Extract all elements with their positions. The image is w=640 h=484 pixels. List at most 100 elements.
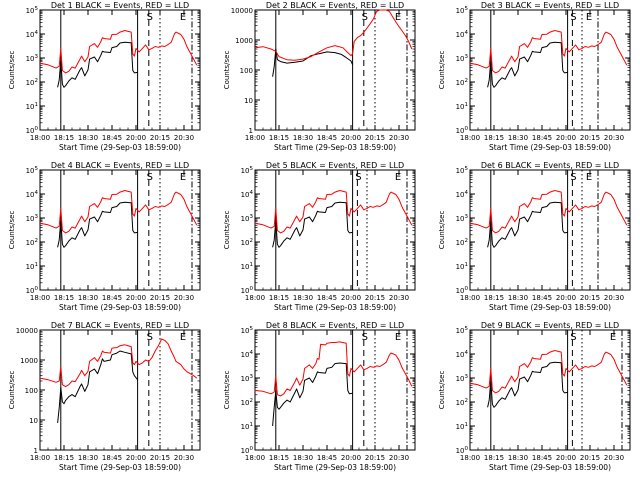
x-axis-label: Start Time (29-Sep-03 18:59:00) bbox=[489, 463, 611, 472]
end-marker-letter: E bbox=[586, 172, 592, 183]
start-marker-letter: S bbox=[570, 12, 576, 23]
y-tick-label: 101 bbox=[241, 422, 253, 431]
x-tick-label: 20:15 bbox=[365, 454, 385, 462]
x-tick-label: 20:15 bbox=[150, 294, 170, 302]
end-marker-letter: E bbox=[586, 12, 592, 23]
y-tick-label: 10000 bbox=[16, 327, 38, 335]
y-tick-label: 100 bbox=[456, 286, 469, 295]
events-series-line bbox=[57, 201, 138, 248]
x-tick-label: 18:00 bbox=[460, 134, 480, 142]
x-tick-label: 20:15 bbox=[150, 134, 170, 142]
x-tick-label: 18:30 bbox=[293, 134, 313, 142]
y-tick-label: 100 bbox=[456, 126, 469, 135]
panel-title: Det 9 BLACK = Events, RED = LLD bbox=[481, 321, 619, 330]
y-tick-label: 103 bbox=[456, 54, 469, 63]
panel-title: Det 4 BLACK = Events, RED = LLD bbox=[51, 161, 189, 170]
x-tick-label: 18:30 bbox=[508, 134, 528, 142]
y-tick-label: 102 bbox=[26, 238, 38, 247]
panel-det-5: 100 101 102 103 104 105 18:00 18:15 18:30 18:45 20… bbox=[223, 161, 416, 312]
end-marker-letter: E bbox=[610, 332, 616, 343]
x-axis-label: Start Time (29-Sep-03 18:59:00) bbox=[274, 463, 396, 472]
lld-series-line bbox=[469, 350, 628, 394]
y-tick-label: 104 bbox=[456, 30, 469, 39]
y-tick-label: 104 bbox=[456, 190, 469, 199]
y-tick-label: 105 bbox=[241, 326, 254, 335]
x-tick-label: 18:15 bbox=[269, 134, 289, 142]
events-series-line bbox=[272, 362, 353, 427]
y-tick-label: 1 bbox=[34, 447, 38, 455]
start-marker-letter: S bbox=[147, 12, 153, 23]
y-tick-label: 104 bbox=[26, 30, 39, 39]
x-axis-label: Start Time (29-Sep-03 18:59:00) bbox=[59, 463, 181, 472]
plot-frame bbox=[39, 329, 201, 451]
y-axis-label: Counts/sec bbox=[438, 211, 446, 250]
start-marker-letter: S bbox=[355, 172, 361, 183]
x-tick-label: 20:00 bbox=[126, 454, 146, 462]
y-tick-label: 100 bbox=[26, 286, 39, 295]
y-axis-label: Counts/sec bbox=[438, 371, 446, 410]
panel-title: Det 3 BLACK = Events, RED = LLD bbox=[481, 1, 619, 10]
y-tick-label: 102 bbox=[456, 78, 468, 87]
x-tick-label: 20:00 bbox=[126, 134, 146, 142]
panel-title: Det 7 BLACK = Events, RED = LLD bbox=[51, 321, 189, 330]
start-marker-letter: S bbox=[147, 332, 153, 343]
x-tick-label: 18:00 bbox=[245, 134, 265, 142]
y-tick-label: 101 bbox=[456, 262, 468, 271]
events-series-line bbox=[487, 201, 568, 248]
x-axis-label: Start Time (29-Sep-03 18:59:00) bbox=[59, 303, 181, 312]
x-tick-label: 18:15 bbox=[484, 454, 504, 462]
x-tick-label: 18:45 bbox=[317, 134, 337, 142]
y-axis-label: Counts/sec bbox=[223, 51, 231, 90]
x-tick-label: 20:00 bbox=[341, 294, 361, 302]
end-marker-letter: E bbox=[395, 332, 401, 343]
plot-frame bbox=[254, 169, 416, 291]
x-tick-label: 18:45 bbox=[102, 294, 122, 302]
panel-det-9: 100 101 102 103 104 105 18:00 18:15 18:30 18:45 20… bbox=[438, 321, 631, 472]
x-tick-label: 18:00 bbox=[245, 454, 265, 462]
lld-series-line bbox=[39, 338, 198, 388]
plot-frame bbox=[39, 9, 201, 131]
plot-frame bbox=[254, 329, 416, 451]
x-tick-label: 20:00 bbox=[556, 294, 576, 302]
panel-det-1: 100 101 102 103 104 105 18:00 18:15 18:30 18:45 20… bbox=[8, 1, 201, 152]
events-series-line bbox=[57, 41, 138, 88]
plot-frame bbox=[254, 9, 416, 131]
x-tick-label: 18:30 bbox=[293, 294, 313, 302]
y-tick-label: 102 bbox=[241, 238, 253, 247]
x-tick-label: 18:45 bbox=[317, 294, 337, 302]
y-tick-label: 101 bbox=[26, 262, 38, 271]
y-tick-label: 105 bbox=[26, 166, 39, 175]
x-tick-label: 18:15 bbox=[269, 454, 289, 462]
lld-series-line bbox=[469, 30, 628, 74]
x-tick-label: 20:00 bbox=[556, 134, 576, 142]
x-tick-label: 18:00 bbox=[30, 294, 50, 302]
x-tick-label: 18:45 bbox=[532, 294, 552, 302]
start-marker-letter: S bbox=[147, 172, 153, 183]
x-tick-label: 20:30 bbox=[604, 454, 624, 462]
x-tick-label: 20:15 bbox=[580, 294, 600, 302]
lld-series-line bbox=[254, 341, 413, 397]
x-tick-label: 20:30 bbox=[389, 134, 409, 142]
y-axis-label: Counts/sec bbox=[223, 371, 231, 410]
y-tick-label: 100 bbox=[240, 67, 253, 75]
x-tick-label: 20:15 bbox=[580, 454, 600, 462]
x-tick-label: 20:00 bbox=[126, 294, 146, 302]
x-tick-label: 18:15 bbox=[54, 294, 74, 302]
lld-series-line bbox=[39, 30, 198, 74]
y-tick-label: 101 bbox=[26, 102, 38, 111]
start-marker-letter: S bbox=[362, 12, 368, 23]
panel-det-6: 100 101 102 103 104 105 18:00 18:15 18:30 18:45 20… bbox=[438, 161, 631, 312]
y-tick-label: 102 bbox=[26, 78, 38, 87]
y-tick-label: 101 bbox=[456, 422, 468, 431]
x-tick-label: 18:15 bbox=[54, 454, 74, 462]
x-tick-label: 18:00 bbox=[30, 454, 50, 462]
x-tick-label: 20:30 bbox=[174, 454, 194, 462]
x-tick-label: 18:30 bbox=[293, 454, 313, 462]
x-axis-label: Start Time (29-Sep-03 18:59:00) bbox=[274, 303, 396, 312]
y-tick-label: 100 bbox=[241, 286, 254, 295]
y-tick-label: 103 bbox=[26, 214, 39, 223]
x-tick-label: 20:15 bbox=[365, 134, 385, 142]
x-tick-label: 18:30 bbox=[78, 134, 98, 142]
